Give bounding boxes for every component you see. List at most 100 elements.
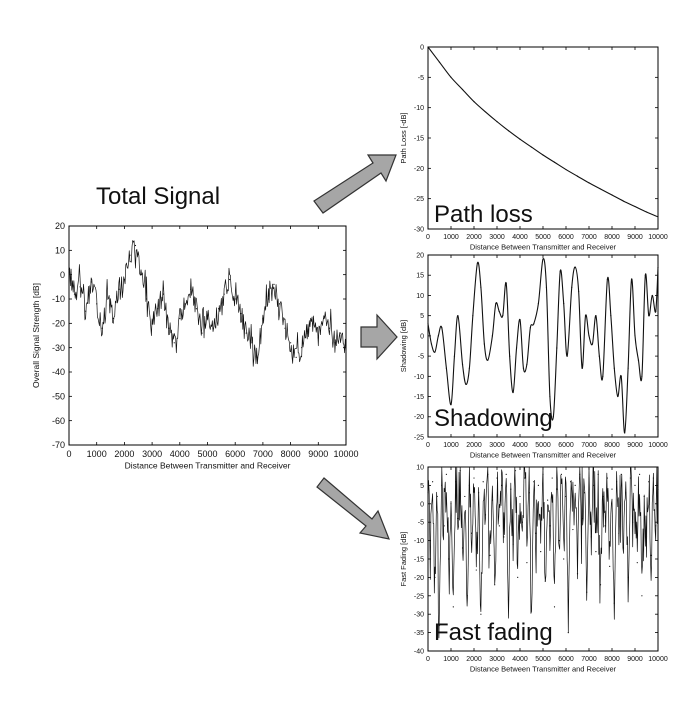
x-tick-label: 2000 bbox=[466, 234, 482, 241]
y-tick-label: -5 bbox=[418, 354, 424, 361]
data-point bbox=[480, 613, 482, 615]
y-tick-label: 10 bbox=[416, 293, 424, 300]
x-tick-label: 2000 bbox=[466, 442, 482, 449]
x-tick-label: 10000 bbox=[648, 234, 668, 241]
x-tick-label: 5000 bbox=[535, 656, 551, 663]
y-tick-label: -5 bbox=[418, 75, 424, 82]
data-point bbox=[489, 554, 491, 556]
y-tick-label: -10 bbox=[414, 374, 424, 381]
panel-annotation: Shadowing bbox=[434, 405, 553, 432]
x-axis-label: Distance Between Transmitter and Receive… bbox=[470, 243, 617, 252]
y-tick-label: -15 bbox=[414, 556, 424, 563]
data-point bbox=[636, 562, 638, 564]
x-tick-label: 0 bbox=[426, 442, 430, 449]
x-tick-label: 2000 bbox=[466, 656, 482, 663]
x-tick-label: 6000 bbox=[558, 656, 574, 663]
data-point bbox=[505, 473, 507, 475]
y-tick-label: -10 bbox=[414, 538, 424, 545]
data-point bbox=[445, 473, 447, 475]
x-tick-label: 1000 bbox=[443, 656, 459, 663]
chart-pathloss: 0 1000 2000 3000 4000 5000 6000 7000 8000 9000 100… bbox=[399, 44, 668, 251]
arrow-to-path-loss-icon bbox=[313, 154, 397, 214]
data-point bbox=[229, 278, 231, 281]
y-tick-label: 0 bbox=[420, 44, 424, 51]
panel-annotation: Path loss bbox=[434, 201, 533, 228]
x-tick-label: 6000 bbox=[558, 442, 574, 449]
arrow-to-shadowing-icon bbox=[360, 313, 398, 361]
y-tick-label: -40 bbox=[52, 367, 65, 377]
data-point bbox=[473, 477, 475, 479]
y-tick-label: -30 bbox=[414, 612, 424, 619]
x-tick-label: 8000 bbox=[604, 234, 620, 241]
x-tick-label: 3000 bbox=[489, 442, 505, 449]
x-axis-label: Distance Between Transmitter and Receive… bbox=[470, 451, 617, 460]
data-point bbox=[574, 484, 576, 486]
x-tick-label: 7000 bbox=[581, 442, 597, 449]
x-tick-label: 8000 bbox=[281, 449, 301, 459]
series-line bbox=[427, 466, 659, 639]
x-tick-label: 10000 bbox=[648, 656, 668, 663]
x-tick-label: 0 bbox=[426, 656, 430, 663]
y-tick-label: -30 bbox=[52, 343, 65, 353]
series-line bbox=[427, 257, 659, 434]
data-point bbox=[498, 525, 500, 527]
x-tick-label: 0 bbox=[426, 234, 430, 241]
y-tick-label: 0 bbox=[420, 501, 424, 508]
x-tick-label: 1000 bbox=[87, 449, 107, 459]
x-tick-label: 2000 bbox=[114, 449, 134, 459]
y-tick-label: -40 bbox=[414, 648, 424, 655]
x-tick-label: 6000 bbox=[225, 449, 245, 459]
y-tick-label: -60 bbox=[52, 416, 65, 426]
x-tick-label: 1000 bbox=[443, 442, 459, 449]
data-point bbox=[251, 342, 253, 344]
data-point bbox=[526, 562, 528, 564]
y-tick-label: -15 bbox=[414, 394, 424, 401]
x-tick-label: 3000 bbox=[142, 449, 162, 459]
data-point bbox=[595, 551, 597, 553]
charts-layer: 0 1000 2000 3000 4000 5000 6000 7000 8000 9000 100… bbox=[31, 44, 668, 673]
x-tick-label: 9000 bbox=[627, 656, 643, 663]
y-tick-label: 20 bbox=[55, 221, 65, 231]
x-tick-label: 5000 bbox=[535, 234, 551, 241]
y-tick-label: -20 bbox=[414, 166, 424, 173]
y-tick-label: 5 bbox=[420, 483, 424, 490]
arrow-to-fast-fading-icon bbox=[316, 477, 390, 540]
y-tick-label: -25 bbox=[414, 196, 424, 203]
y-tick-label: 10 bbox=[416, 464, 424, 471]
data-point bbox=[173, 342, 175, 344]
data-point bbox=[553, 606, 556, 608]
y-tick-label: 5 bbox=[420, 313, 424, 320]
x-tick-label: 7000 bbox=[253, 449, 273, 459]
x-tick-label: 3000 bbox=[489, 656, 505, 663]
y-axis-label: Fast Fading [dB] bbox=[399, 531, 408, 586]
y-tick-label: 0 bbox=[60, 270, 65, 280]
y-axis-label: Overall Signal Strength [dB] bbox=[31, 283, 41, 388]
y-tick-label: 10 bbox=[55, 245, 65, 255]
x-tick-label: 7000 bbox=[581, 656, 597, 663]
y-tick-label: -10 bbox=[52, 294, 65, 304]
chart-fastfading: 0 1000 2000 3000 4000 5000 6000 7000 8000 9000 100… bbox=[399, 464, 668, 673]
data-point bbox=[475, 569, 477, 571]
x-tick-label: 1000 bbox=[443, 234, 459, 241]
y-tick-label: -30 bbox=[414, 226, 424, 233]
data-point bbox=[464, 495, 466, 498]
data-point bbox=[639, 473, 641, 475]
x-tick-label: 4000 bbox=[512, 656, 528, 663]
x-tick-label: 10000 bbox=[648, 442, 668, 449]
data-point bbox=[540, 551, 542, 553]
y-tick-label: 0 bbox=[420, 333, 424, 340]
x-axis-label: Distance Between Transmitter and Receive… bbox=[470, 665, 617, 674]
y-axis-label: Shadowing [dB] bbox=[399, 320, 408, 373]
x-tick-label: 4000 bbox=[512, 442, 528, 449]
x-tick-label: 6000 bbox=[558, 234, 574, 241]
x-tick-label: 10000 bbox=[333, 449, 358, 459]
x-tick-label: 9000 bbox=[308, 449, 328, 459]
y-tick-label: -20 bbox=[52, 318, 65, 328]
data-point bbox=[547, 499, 549, 501]
x-tick-label: 8000 bbox=[604, 656, 620, 663]
y-tick-label: -25 bbox=[414, 593, 424, 600]
x-tick-label: 4000 bbox=[512, 234, 528, 241]
data-point bbox=[432, 481, 434, 483]
data-point bbox=[551, 477, 553, 479]
